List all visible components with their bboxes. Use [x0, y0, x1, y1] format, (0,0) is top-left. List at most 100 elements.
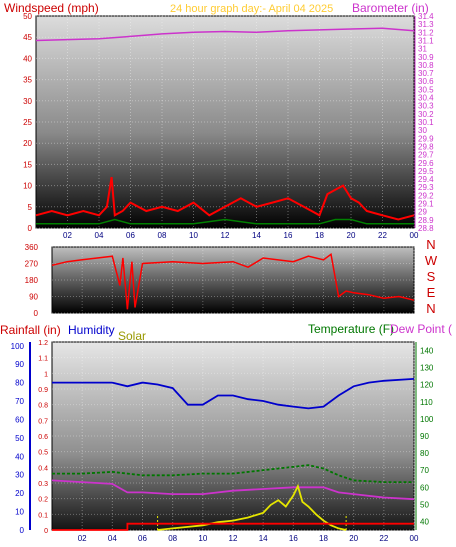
wind-x-tick: 00 [410, 231, 419, 240]
humidity-label: Humidity [68, 323, 115, 337]
direction-grid [52, 246, 415, 314]
rain-y-tick: 0 [44, 528, 48, 535]
compass-label: E [427, 285, 436, 300]
wind-y-tick: 45 [23, 33, 32, 42]
temperature-y-tick: 140 [420, 347, 434, 356]
env-panel-bg [51, 341, 415, 531]
graph-title: 24 hour graph day:- April 04 2025 [170, 3, 333, 15]
env-x-tick: 18 [319, 534, 328, 543]
barometer-y-tick: 30.2 [418, 110, 434, 119]
rain-y-tick: 1.1 [38, 356, 48, 363]
env-grid [29, 341, 417, 531]
rain-y-tick: 0.4 [38, 465, 48, 472]
env-x-tick: 04 [108, 534, 117, 543]
barometer-y-tick: 29.8 [418, 142, 434, 151]
barometer-y-tick: 28.9 [418, 216, 434, 225]
barometer-y-tick: 30.4 [418, 94, 434, 103]
env-x-tick: 06 [138, 534, 147, 543]
temperature-y-tick: 130 [420, 364, 434, 373]
rain-y-tick: 0.2 [38, 497, 48, 504]
rain-y-tick: 0.3 [38, 481, 48, 488]
wind-x-tick: 08 [158, 231, 167, 240]
compass-label: N [426, 237, 435, 252]
barometer-y-tick: 29.1 [418, 200, 434, 209]
rain-y-tick: 0.1 [38, 512, 48, 519]
wind-y-tick: 40 [23, 54, 32, 63]
wind-x-tick: 16 [284, 231, 293, 240]
windspeed-label: Windspeed (mph) [4, 1, 99, 15]
env-x-tick: 00 [410, 534, 419, 543]
wind-x-tick: 02 [63, 231, 72, 240]
barometer-y-tick: 30.9 [418, 53, 434, 62]
barometer-y-tick: 29.2 [418, 191, 434, 200]
barometer-y-tick: 30.7 [418, 69, 434, 78]
temperature-line [52, 464, 414, 483]
wind-x-tick: 04 [95, 231, 104, 240]
rain-y-tick: 0.7 [38, 418, 48, 425]
barometer-y-tick: 29.6 [418, 159, 434, 168]
humidity-y-tick: 30 [15, 471, 24, 480]
wind-y-tick: 15 [23, 160, 32, 169]
wind-y-tick: 10 [23, 182, 32, 191]
wind-y-tick: 25 [23, 118, 32, 127]
dewpoint-label: Dew Point ( [390, 322, 452, 336]
temperature-y-tick: 110 [420, 398, 433, 407]
rain-y-tick: 1 [44, 371, 48, 378]
wind-series [35, 27, 415, 225]
humidity-y-tick: 40 [15, 452, 24, 461]
wind-x-tick: 18 [315, 231, 324, 240]
wind-grid [36, 15, 416, 229]
rain-y-tick: 0.9 [38, 387, 48, 394]
solar-label: Solar [118, 329, 146, 343]
barometer-line [35, 27, 415, 42]
barometer-y-tick: 31 [418, 45, 427, 54]
barometer-y-tick: 29.9 [418, 134, 434, 143]
env-x-tick: 10 [198, 534, 207, 543]
direction-y-tick: 90 [29, 293, 38, 302]
humidity-y-tick: 0 [20, 526, 25, 535]
humidity-y-tick: 50 [15, 434, 24, 443]
humidity-y-tick: 80 [15, 379, 24, 388]
compass-label: S [427, 269, 436, 284]
wind-y-tick: 20 [23, 139, 32, 148]
wind_avg-line [36, 218, 414, 225]
temperature-y-tick: 100 [420, 415, 434, 424]
compass-label: N [426, 301, 435, 316]
wind-y-tick: 0 [28, 224, 33, 233]
env-x-tick: 08 [168, 534, 177, 543]
barometer-y-tick: 30.8 [418, 61, 434, 70]
tick-labels: 02 04 06 08 10 12 14 16 18 20 22 000510152025303540… [11, 12, 438, 543]
wind-x-tick: 10 [189, 231, 198, 240]
direction-y-tick: 270 [25, 260, 39, 269]
wind-x-tick: 06 [126, 231, 135, 240]
barometer-y-tick: 29 [418, 208, 427, 217]
temperature-y-tick: 70 [420, 466, 429, 475]
wind-y-tick: 30 [23, 97, 32, 106]
env-x-tick: 22 [379, 534, 388, 543]
barometer-y-tick: 30.5 [418, 85, 434, 94]
wind-x-tick: 14 [252, 231, 261, 240]
barometer-y-tick: 31.2 [418, 28, 434, 37]
temperature-y-tick: 60 [420, 483, 429, 492]
solar-line [157, 483, 347, 531]
rain-y-tick: 1.2 [38, 340, 48, 347]
humidity-y-tick: 90 [15, 360, 24, 369]
rain-line [52, 522, 414, 531]
temperature-y-tick: 50 [420, 500, 429, 509]
rain-y-tick: 0.6 [38, 434, 48, 441]
humidity-y-tick: 10 [15, 508, 24, 517]
env-x-tick: 14 [259, 534, 268, 543]
temperature-y-tick: 40 [420, 517, 429, 526]
barometer-y-tick: 29.3 [418, 183, 434, 192]
wind-x-tick: 20 [347, 231, 356, 240]
barometer-y-tick: 28.8 [418, 224, 434, 233]
barometer-y-tick: 30 [418, 126, 427, 135]
rain-y-tick: 0.8 [38, 403, 48, 410]
rain-y-tick: 0.5 [38, 450, 48, 457]
barometer-y-tick: 31.3 [418, 20, 434, 29]
wind-x-tick: 22 [378, 231, 387, 240]
humidity-y-tick: 100 [11, 342, 25, 351]
barometer-y-tick: 29.5 [418, 167, 434, 176]
humidity-y-tick: 20 [15, 489, 24, 498]
